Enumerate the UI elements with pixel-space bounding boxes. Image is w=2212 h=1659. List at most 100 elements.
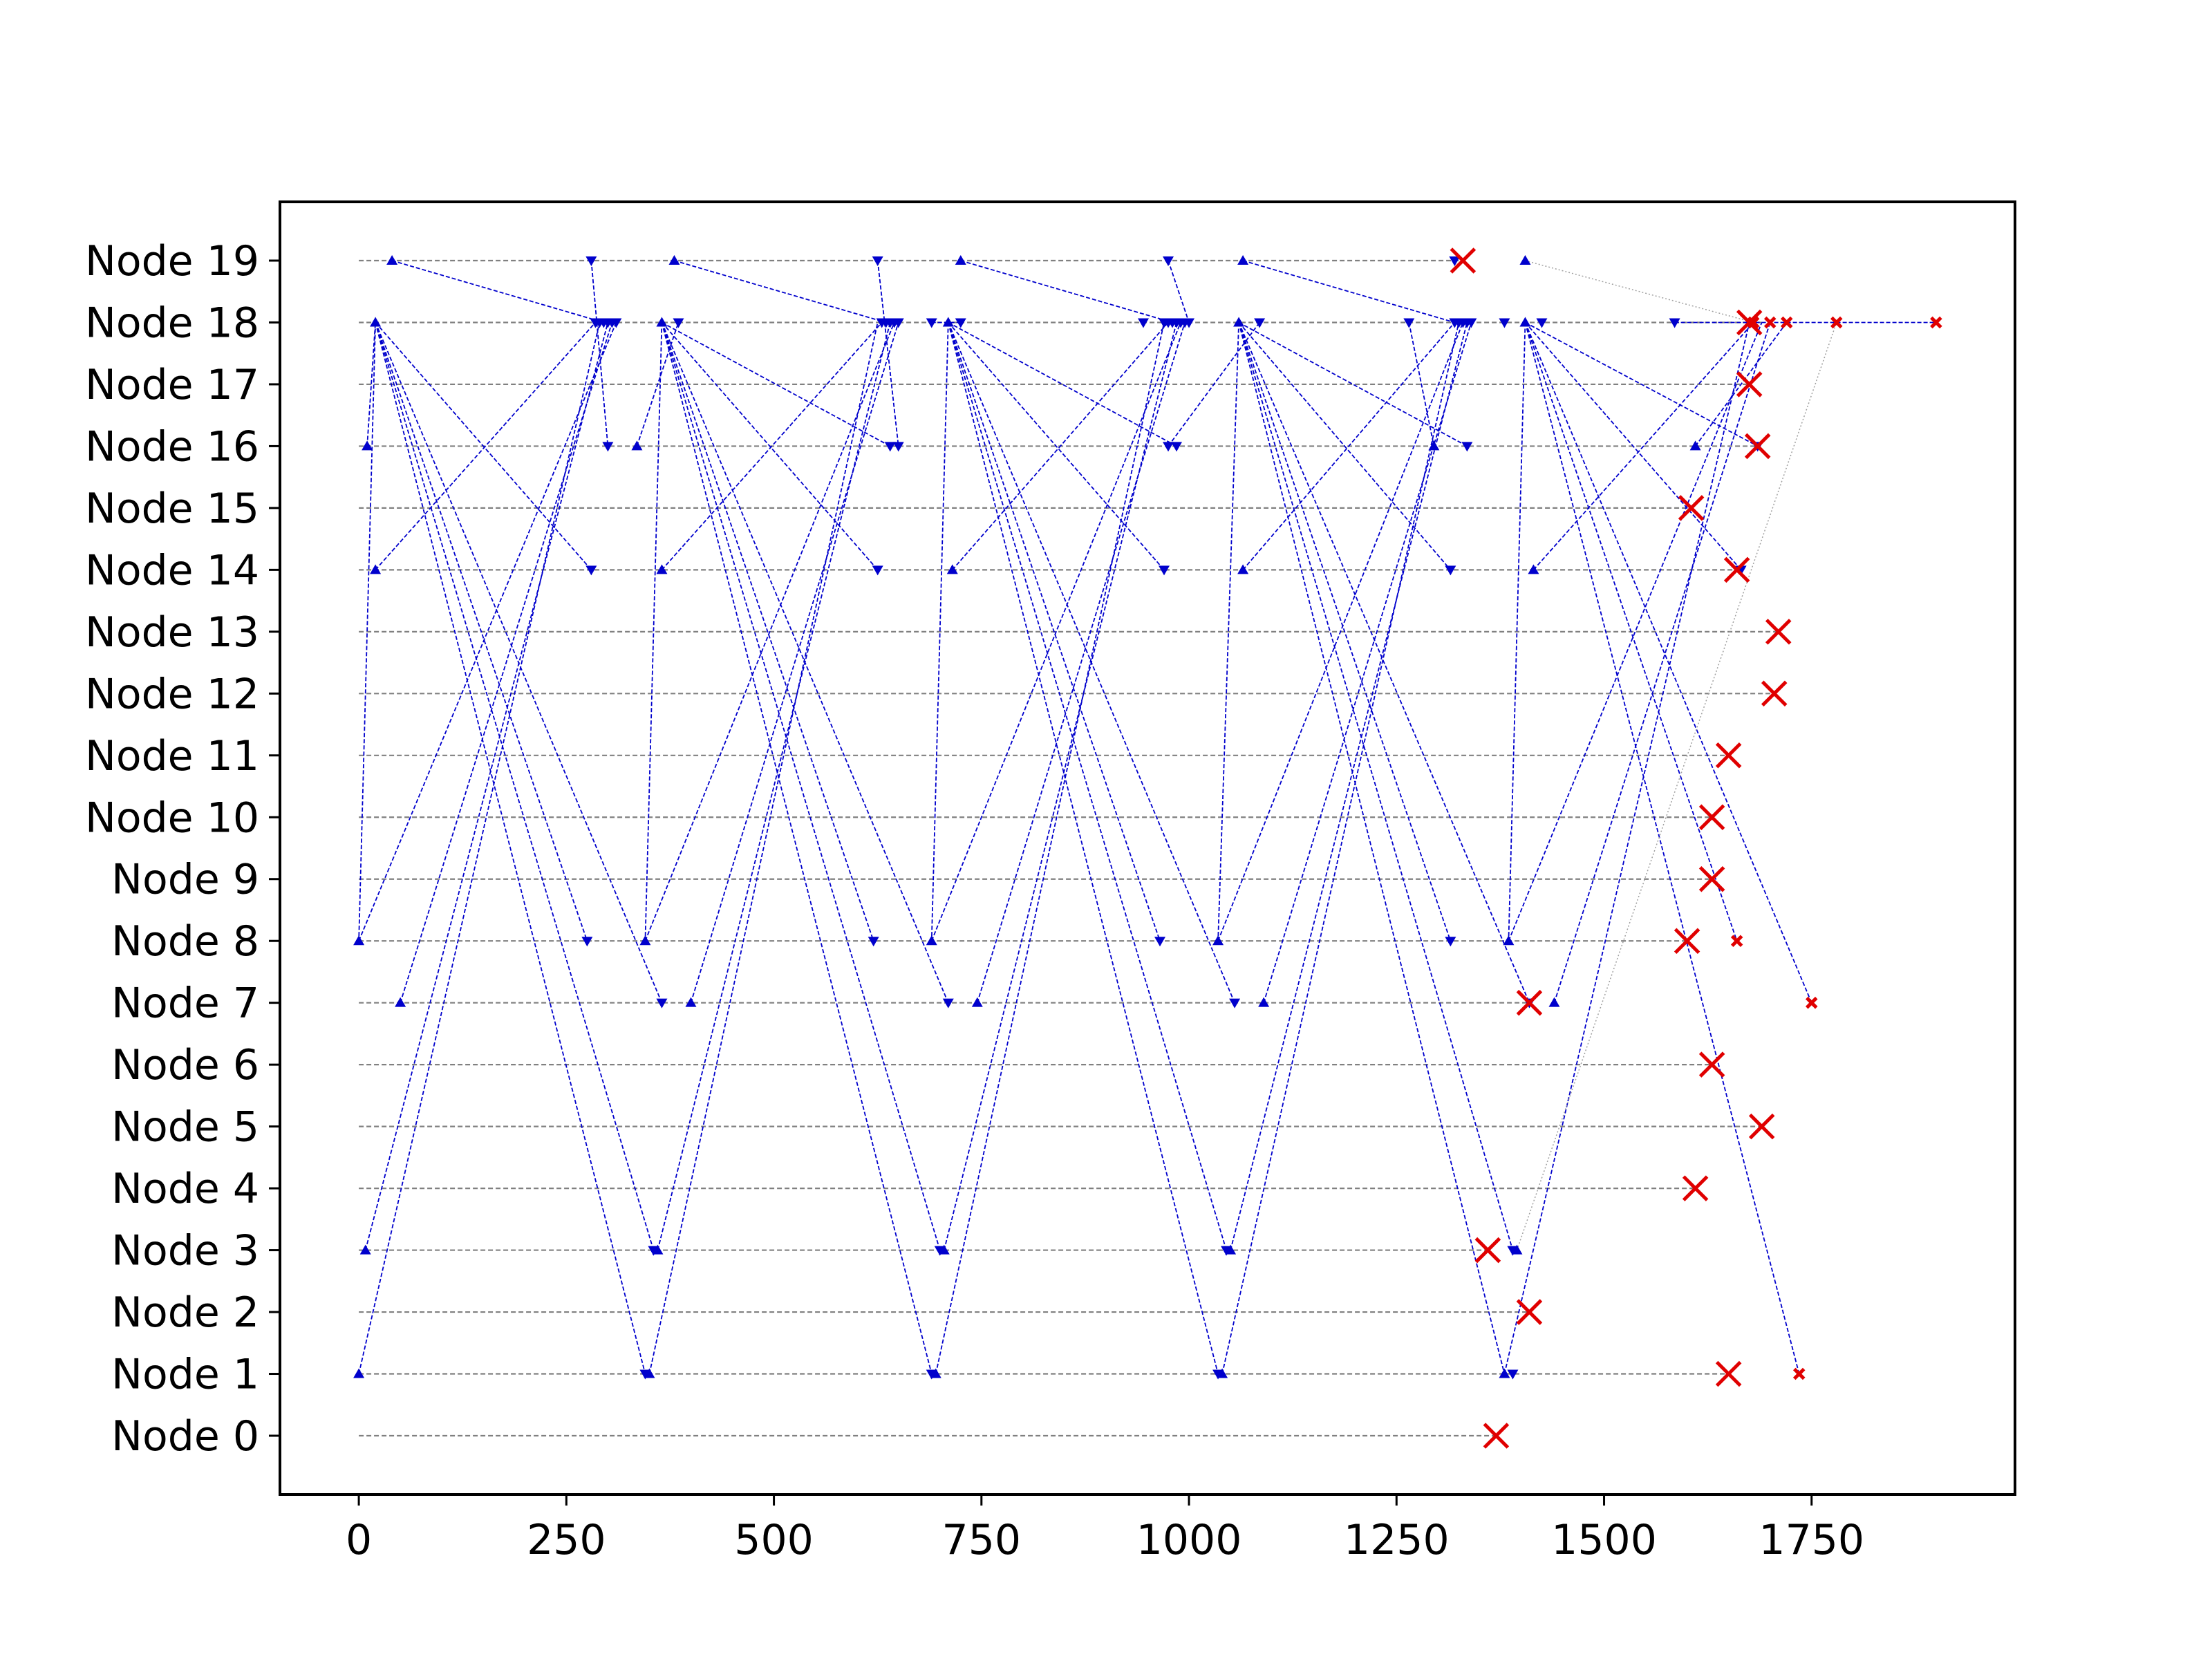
late-receive-stroke bbox=[1805, 996, 1818, 1009]
message-line bbox=[375, 322, 646, 1374]
receive-marker bbox=[1536, 318, 1548, 328]
message-line bbox=[1524, 322, 1738, 941]
failure-marker bbox=[1744, 433, 1771, 460]
message-line bbox=[1168, 321, 1260, 447]
message-line bbox=[1553, 322, 1771, 1003]
send-marker bbox=[631, 440, 643, 451]
receive-marker bbox=[639, 1369, 651, 1380]
message-line bbox=[375, 321, 592, 570]
failure-marker bbox=[1678, 495, 1705, 521]
message-line bbox=[375, 321, 597, 570]
failure-marker bbox=[1682, 1175, 1709, 1201]
send-marker bbox=[1519, 255, 1531, 265]
failure-stroke bbox=[1516, 989, 1543, 1016]
send-marker bbox=[362, 440, 373, 451]
send-marker bbox=[668, 255, 680, 265]
receive-marker bbox=[1449, 256, 1461, 266]
send-marker bbox=[1233, 317, 1245, 327]
receive-marker bbox=[1445, 565, 1456, 576]
y-tick-label: Node 14 bbox=[85, 546, 259, 594]
send-marker bbox=[1212, 935, 1224, 946]
x-tick-label: 1500 bbox=[1551, 1516, 1657, 1564]
late-receive-marker bbox=[1930, 316, 1942, 329]
message-line bbox=[366, 322, 377, 447]
message-line bbox=[948, 321, 1165, 570]
receive-marker bbox=[1229, 998, 1241, 1009]
receive-marker bbox=[1163, 256, 1174, 266]
message-line bbox=[1533, 321, 1754, 570]
failure-stroke bbox=[1678, 495, 1705, 521]
failure-stroke bbox=[1450, 247, 1477, 274]
x-tick-label: 1250 bbox=[1344, 1516, 1450, 1564]
axes: 0 250 500 750 1000 1250 1500 1750 Node 0 Node 1 No… bbox=[85, 237, 1864, 1564]
message-line bbox=[952, 321, 1169, 570]
message-line bbox=[636, 322, 679, 447]
failure-marker bbox=[1483, 1423, 1510, 1449]
message-line bbox=[1263, 322, 1472, 1003]
receive-marker bbox=[1171, 442, 1183, 452]
x-tick-label: 1750 bbox=[1759, 1516, 1864, 1564]
receive-marker bbox=[1254, 318, 1266, 328]
message-line bbox=[400, 322, 613, 1003]
send-marker bbox=[353, 935, 365, 946]
message-line bbox=[935, 322, 1165, 1374]
receive-marker bbox=[581, 937, 593, 947]
message-line bbox=[644, 322, 663, 941]
send-marker bbox=[656, 564, 668, 574]
failure-stroke bbox=[1698, 804, 1725, 831]
failure-marker bbox=[1698, 804, 1725, 831]
late-receive-stroke bbox=[1930, 316, 1942, 329]
message-line bbox=[661, 321, 879, 570]
message-line bbox=[1525, 321, 1759, 447]
send-marker bbox=[359, 1244, 371, 1255]
message-line bbox=[1238, 322, 1514, 1250]
failure-stroke bbox=[1516, 1299, 1543, 1325]
receive-marker bbox=[648, 1246, 659, 1256]
failure-marker bbox=[1715, 1360, 1742, 1387]
send-marker bbox=[1258, 997, 1270, 1007]
send-marker bbox=[370, 564, 382, 574]
late-receive-marker bbox=[1792, 1367, 1806, 1380]
failure-marker bbox=[1715, 742, 1742, 769]
failure-stroke bbox=[1723, 556, 1750, 583]
send-marker bbox=[656, 317, 668, 327]
late-receive-marker bbox=[1830, 316, 1843, 329]
failure-marker bbox=[1450, 247, 1477, 274]
message-line bbox=[1524, 322, 1800, 1374]
y-tick-label: Node 15 bbox=[85, 485, 259, 533]
axes-frame bbox=[279, 200, 2016, 1496]
failure-marker bbox=[1698, 1051, 1725, 1078]
message-line bbox=[661, 322, 932, 1374]
message-line bbox=[1694, 321, 1788, 447]
y-tick-label: Node 18 bbox=[85, 299, 259, 347]
y-tick-label: Node 8 bbox=[111, 917, 259, 966]
late-message-line bbox=[1516, 322, 1837, 1250]
message-line bbox=[1217, 322, 1240, 941]
message-line bbox=[1524, 322, 1812, 1004]
message-line bbox=[1238, 322, 1506, 1374]
receive-marker bbox=[1163, 442, 1174, 452]
y-tick-label: Node 19 bbox=[85, 237, 259, 285]
x-tick-label: 0 bbox=[346, 1516, 372, 1564]
failure-marker bbox=[1761, 680, 1788, 707]
failure-stroke bbox=[1474, 1237, 1501, 1264]
x-tick-label: 750 bbox=[942, 1516, 1022, 1564]
message-line bbox=[1408, 322, 1435, 447]
message-line bbox=[661, 322, 874, 941]
late-receive-marker bbox=[1763, 316, 1777, 329]
message-line bbox=[1221, 322, 1460, 1374]
receive-marker bbox=[656, 998, 668, 1009]
send-marker bbox=[1499, 1368, 1510, 1378]
receive-marker bbox=[602, 442, 614, 452]
message-line bbox=[358, 322, 377, 941]
send-marker bbox=[1689, 440, 1701, 451]
receive-marker bbox=[1507, 1246, 1519, 1256]
late-receive-stroke bbox=[1792, 1367, 1806, 1380]
y-tick-label: Node 7 bbox=[111, 980, 259, 1028]
receive-marker bbox=[892, 442, 904, 452]
failure-marker bbox=[1748, 1113, 1775, 1140]
message-line bbox=[358, 322, 601, 1374]
message-line bbox=[1242, 260, 1455, 324]
